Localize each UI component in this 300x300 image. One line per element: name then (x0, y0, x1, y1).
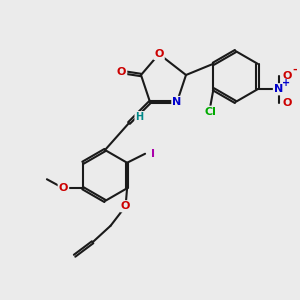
Text: O: O (59, 183, 68, 193)
Text: -: - (293, 65, 297, 75)
Text: N: N (274, 84, 283, 94)
Text: O: O (121, 201, 130, 211)
Text: +: + (282, 78, 290, 88)
Text: O: O (283, 98, 292, 108)
Text: N: N (172, 97, 182, 107)
Text: O: O (117, 67, 126, 77)
Text: O: O (154, 49, 164, 59)
Text: Cl: Cl (205, 107, 216, 117)
Text: O: O (283, 71, 292, 81)
Text: H: H (135, 112, 144, 122)
Text: I: I (151, 149, 154, 159)
